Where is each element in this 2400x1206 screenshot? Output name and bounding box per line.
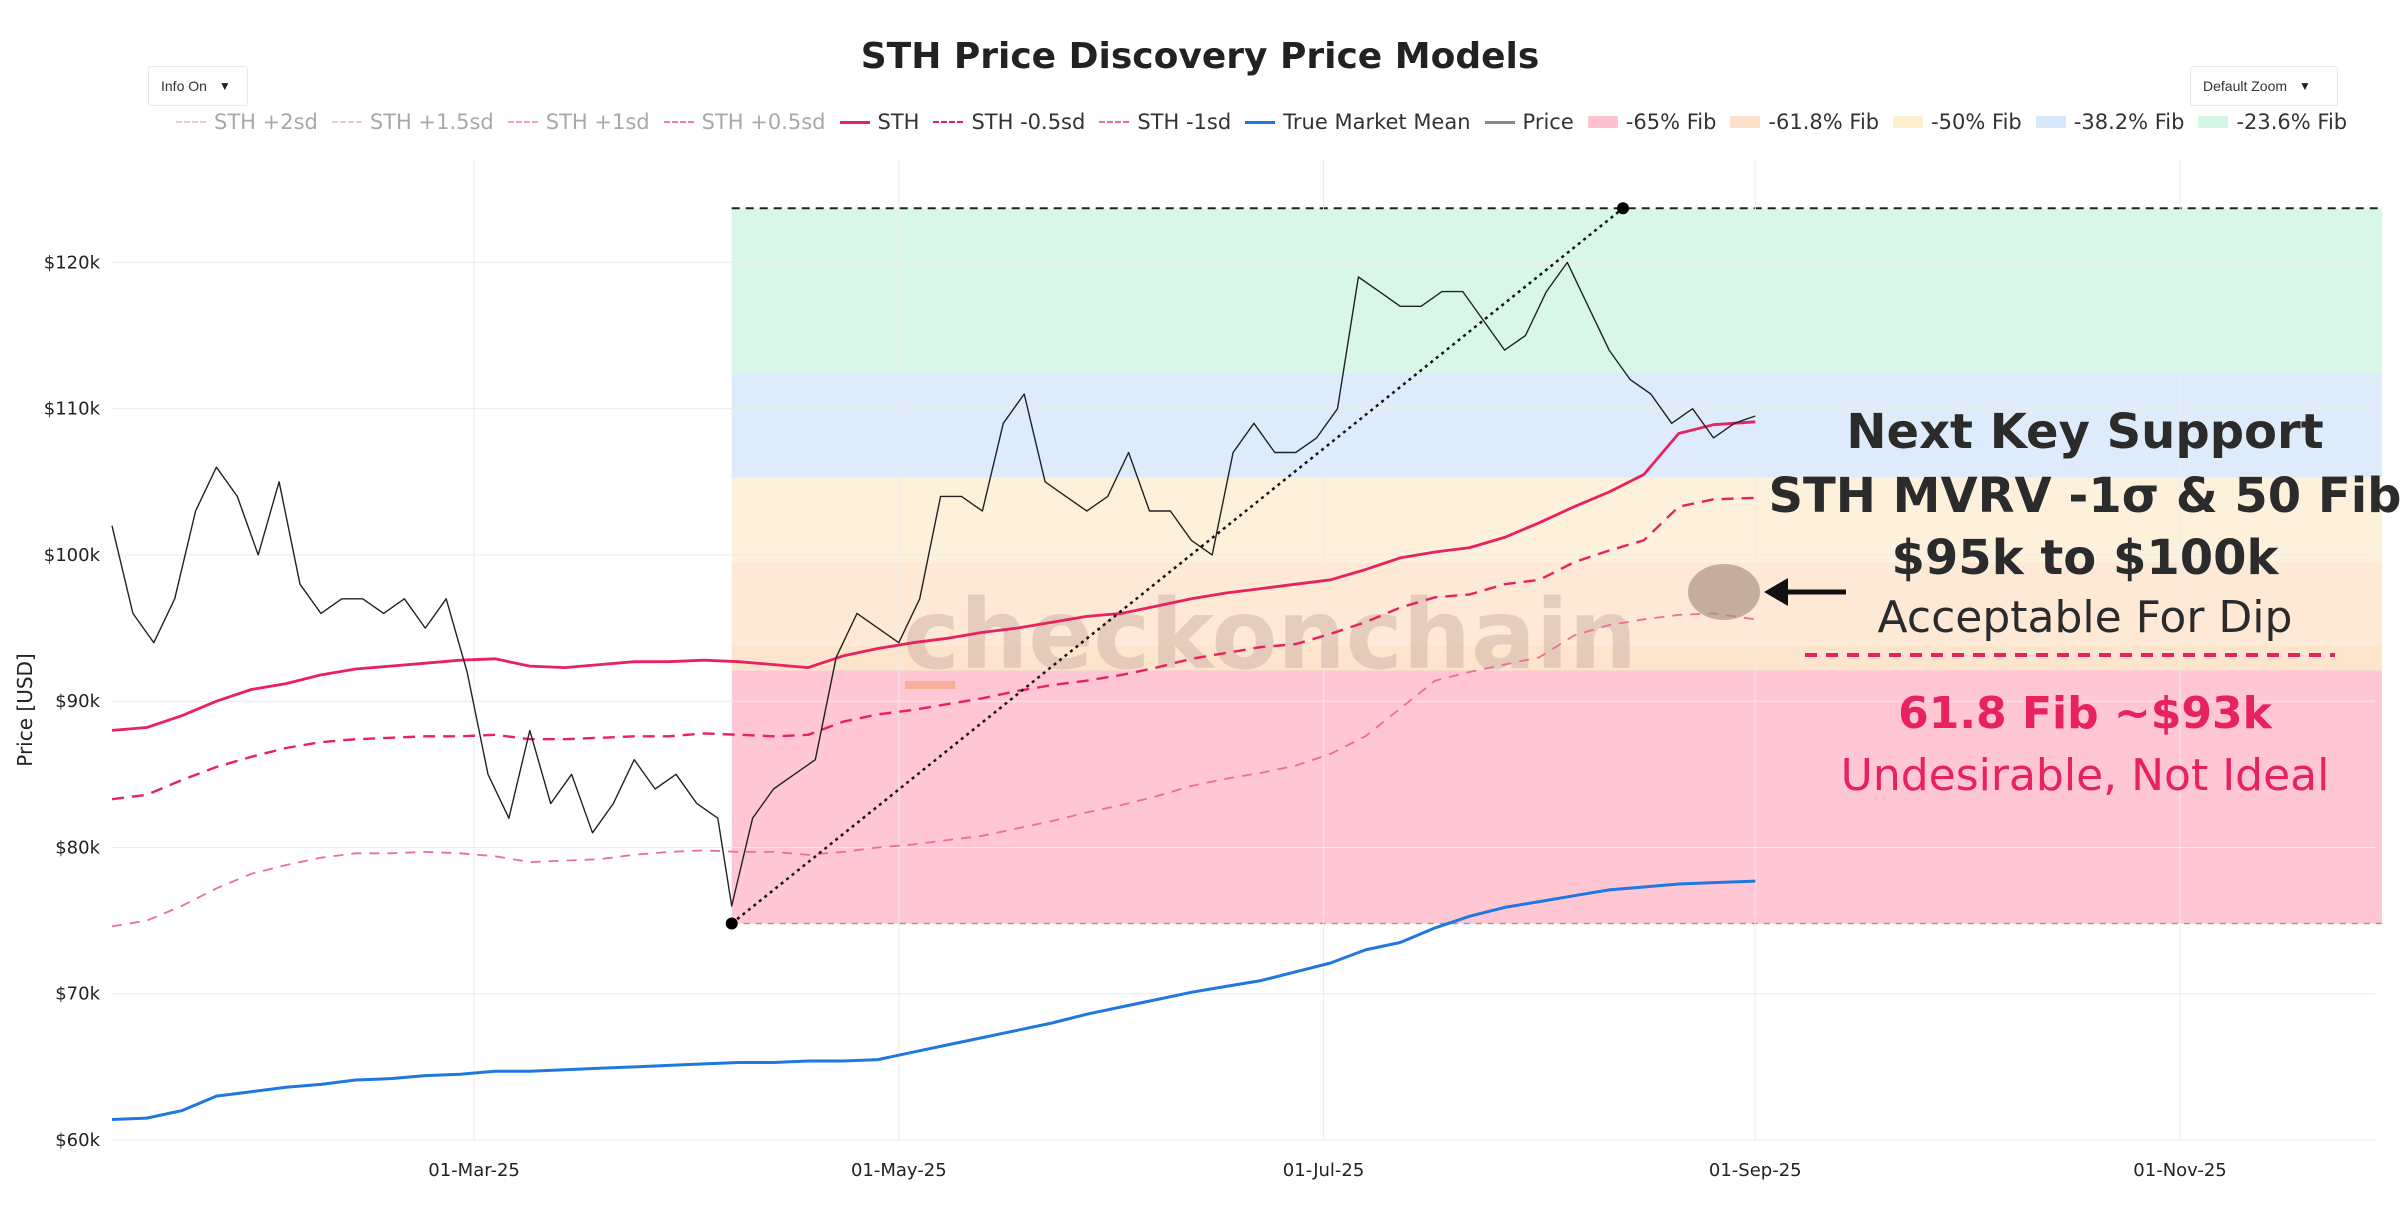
annotation-headline-1: Next Key Support (1846, 404, 2323, 460)
legend-label: STH -0.5sd (971, 110, 1086, 134)
info-toggle-button[interactable]: Info On ▼ (148, 66, 248, 106)
legend-item[interactable]: Price (1484, 110, 1574, 134)
legend-label: STH (877, 110, 920, 134)
annotation-headline-3: $95k to $100k (1892, 530, 2280, 586)
fib-band-0 (731, 670, 2382, 924)
annotation-headline-4: Acceptable For Dip (1878, 592, 2293, 643)
legend-swatch (1245, 115, 1276, 129)
legend-swatch (1730, 116, 1761, 128)
legend-swatch (176, 115, 206, 129)
y-tick-label: $100k (44, 545, 101, 566)
y-tick-label: $80k (55, 837, 100, 858)
legend-swatch (1893, 116, 1924, 128)
legend-line (663, 121, 694, 123)
legend-line (176, 121, 206, 123)
legend-swatch (1484, 115, 1515, 129)
legend-label: STH +1sd (545, 110, 650, 134)
x-tick-label: 01-Jul-25 (1283, 1160, 1365, 1181)
legend-swatch (663, 115, 694, 129)
legend-label: -61.8% Fib (1768, 110, 1880, 134)
series-sth-1sd (111, 612, 1756, 928)
legend-swatch (507, 115, 538, 129)
fib-band-3 (731, 477, 2382, 563)
chevron-down-icon: ▼ (2299, 79, 2311, 93)
legend-line (839, 121, 870, 124)
legend-swatch (839, 115, 870, 129)
legend-swatch (331, 115, 362, 129)
legend-line (1245, 121, 1276, 124)
price-marker (905, 681, 955, 689)
legend-item[interactable]: -38.2% Fib (2035, 110, 2185, 134)
legend-label: -23.6% Fib (2236, 110, 2348, 134)
legend-line (1099, 121, 1130, 123)
fib-band-4 (731, 373, 2382, 478)
info-toggle-label: Info On (161, 78, 207, 94)
legend-label: -65% Fib (1625, 110, 1717, 134)
zoom-select-label: Default Zoom (2203, 78, 2288, 94)
legend-swatch (1587, 116, 1618, 128)
series-price (111, 261, 1756, 907)
legend-item[interactable]: True Market Mean (1245, 110, 1471, 134)
legend-item[interactable]: STH +1sd (507, 110, 650, 134)
x-tick-label: 01-Mar-25 (428, 1160, 520, 1181)
legend-item[interactable]: STH -1sd (1099, 110, 1231, 134)
legend-swatch (933, 115, 964, 129)
y-tick-label: $70k (55, 984, 100, 1005)
arrow-head-icon (1764, 578, 1788, 606)
y-tick-label: $120k (44, 252, 101, 273)
legend-swatch (2198, 116, 2229, 128)
annotation-headline-2: STH MVRV -1σ & 50 Fib (1768, 468, 2400, 524)
legend-line (331, 121, 362, 123)
legend-line (933, 121, 964, 123)
y-axis-label: Price [USD] (13, 653, 37, 767)
zoom-select[interactable]: Default Zoom ▼ (2190, 66, 2338, 106)
chart-title: STH Price Discovery Price Models (860, 36, 1540, 77)
legend-label: STH +2sd (214, 110, 318, 134)
legend-item[interactable]: STH +0.5sd (663, 110, 826, 134)
trend-end-point (1616, 202, 1629, 215)
legend-swatch (2035, 116, 2066, 128)
y-tick-label: $60k (55, 1130, 100, 1151)
x-tick-label: 01-Nov-25 (2133, 1160, 2226, 1181)
legend-line (1484, 121, 1515, 124)
legend-item[interactable]: STH -0.5sd (933, 110, 1085, 134)
series-sth-0-5sd (111, 496, 1756, 801)
y-tick-label: $110k (44, 399, 101, 420)
y-tick-label: $90k (55, 691, 100, 712)
series-true-market-mean (111, 879, 1756, 1121)
support-marker (1688, 564, 1760, 620)
x-tick-label: 01-May-25 (851, 1160, 947, 1181)
legend-item[interactable]: STH +2sd (176, 110, 318, 134)
chevron-down-icon: ▼ (218, 79, 231, 93)
legend-item[interactable]: -61.8% Fib (1730, 110, 1879, 134)
annotation-fib-label: 61.8 Fib ~$93k (1898, 688, 2274, 739)
legend-item[interactable]: STH +1.5sd (331, 110, 494, 134)
annotation-fib-note: Undesirable, Not Ideal (1841, 750, 2330, 801)
legend-item[interactable]: -65% Fib (1587, 110, 1717, 134)
legend-label: -50% Fib (1931, 110, 2022, 134)
fib-band-5 (731, 208, 2382, 374)
legend-label: STH -1sd (1137, 110, 1232, 134)
series-sth (111, 420, 1756, 732)
x-tick-label: 01-Sep-25 (1709, 1160, 1802, 1181)
legend-item[interactable]: -23.6% Fib (2198, 110, 2347, 134)
fib-band-1 (731, 645, 2382, 671)
legend-item[interactable]: -50% Fib (1893, 110, 2022, 134)
legend-label: -38.2% Fib (2073, 110, 2185, 134)
fib-band-2 (731, 562, 2382, 646)
legend-label: True Market Mean (1283, 110, 1471, 134)
trend-start-point (725, 917, 738, 930)
legend-swatch (1099, 115, 1130, 129)
legend-label: Price (1522, 110, 1574, 134)
legend-item[interactable]: STH (839, 110, 920, 134)
legend-label: STH +0.5sd (701, 110, 826, 134)
legend-line (507, 121, 538, 123)
legend-label: STH +1.5sd (369, 110, 494, 134)
trend-line (730, 207, 1624, 925)
watermark: checkonchain (903, 579, 1637, 691)
chart-legend: STH +2sd STH +1.5sd STH +1sd STH +0.5sd STH S… (176, 110, 2361, 134)
